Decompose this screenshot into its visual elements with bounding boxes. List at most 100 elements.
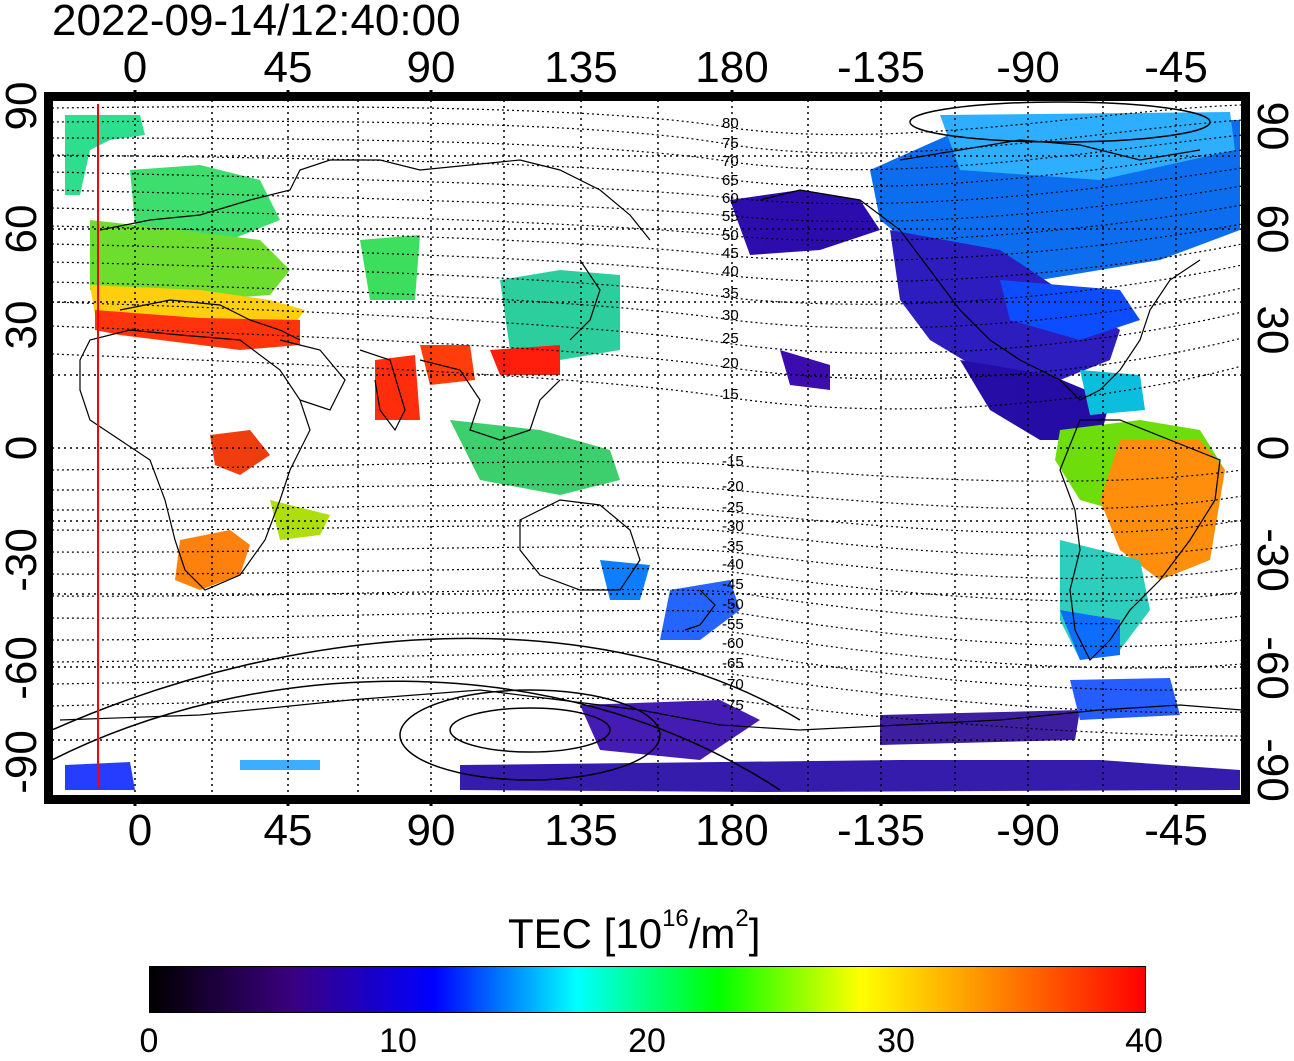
magnetic-latitude-label: 50 (722, 227, 739, 244)
tec-region-nz (660, 580, 740, 640)
tec-region-antarctic-atl (65, 762, 135, 790)
top-longitude-labels: 0 45 90 135 180 -135 -90 -45 (123, 43, 1208, 92)
colorbar-tick: 30 (877, 1022, 915, 1060)
magnetic-latitude-label: 45 (722, 245, 739, 262)
magnetic-latitude-label: -30 (722, 518, 744, 535)
colorbar-label-exp1: 16 (662, 905, 689, 932)
magnetic-latitude-label: 65 (722, 172, 739, 189)
tec-region-se-asia (450, 420, 620, 495)
magnetic-latitude-label: -35 (722, 538, 744, 555)
bottom-lon-tick: 135 (544, 806, 617, 855)
tec-region-india (375, 355, 420, 420)
magnetic-latitude-label: 30 (722, 307, 739, 324)
polar-contours (52, 101, 1211, 791)
tec-region-antarctic-south-atl (1070, 678, 1180, 720)
left-lat-tick: 60 (0, 205, 46, 254)
magnetic-latitude-label: -55 (722, 616, 744, 633)
tec-region-mexico (960, 360, 1110, 440)
magnetic-latitude-label: 60 (722, 190, 739, 207)
colorbar-label-mid: /m (688, 910, 736, 957)
colorbar-tick: 20 (628, 1022, 666, 1060)
right-lat-tick: 90 (1248, 102, 1294, 151)
top-lon-tick: 0 (123, 43, 147, 92)
right-lat-tick: -30 (1248, 528, 1294, 592)
magnetic-latitude-label: 80 (722, 115, 739, 132)
tec-data-layer (65, 112, 1240, 792)
top-lon-tick: 135 (544, 43, 617, 92)
top-lon-tick: -45 (1144, 43, 1208, 92)
tec-region-patagonia (1060, 610, 1120, 660)
tec-map: 8075706560555045403530252015-15-20-25-30… (0, 43, 1294, 855)
magnetic-latitude-label: -75 (722, 697, 744, 714)
top-lon-tick: 180 (695, 43, 768, 92)
left-lat-tick: -60 (0, 636, 46, 700)
left-lat-tick: 0 (0, 436, 46, 460)
tec-region-us-east (1000, 280, 1140, 340)
tec-region-antarctic-west (880, 710, 1080, 745)
right-latitude-labels: 90 60 30 0 -30 -60 -90 (1248, 102, 1294, 802)
magnetic-latitude-label: -45 (722, 576, 744, 593)
tec-region-russia (360, 235, 420, 300)
magnetic-latitude-label: 35 (722, 285, 739, 302)
bottom-lon-tick: -90 (996, 806, 1060, 855)
tec-region-japan (500, 270, 620, 360)
magnetic-latitude-labels: 8075706560555045403530252015-15-20-25-30… (722, 115, 744, 714)
tec-region-usa (890, 230, 1120, 380)
tec-region-scandinavia (130, 165, 280, 240)
magnetic-latitude-contours (52, 104, 1242, 737)
tec-region-africa-east (270, 500, 330, 540)
timestamp-title: 2022-09-14/12:40:00 (52, 0, 461, 45)
magnetic-latitude-label: -20 (722, 478, 744, 495)
tec-region-europe (90, 220, 290, 300)
left-lat-tick: -90 (0, 730, 46, 794)
coastlines (59, 139, 1242, 731)
left-latitude-labels: 90 60 30 0 -30 -60 -90 (0, 82, 46, 794)
left-lat-tick: 90 (0, 82, 46, 131)
bottom-lon-tick: -135 (837, 806, 925, 855)
tec-region-africa-south (175, 530, 250, 590)
bottom-lon-tick: -45 (1144, 806, 1208, 855)
top-lon-tick: -90 (996, 43, 1060, 92)
magnetic-latitude-label: 70 (722, 153, 739, 170)
magnetic-latitude-label: -50 (722, 596, 744, 613)
tec-region-caribbean (1080, 370, 1145, 415)
magnetic-latitude-label: -65 (722, 655, 744, 672)
tec-region-antarctic-pacific (580, 700, 760, 760)
colorbar-tick: 10 (379, 1022, 417, 1060)
magnetic-latitude-label: 20 (722, 355, 739, 372)
magnetic-latitude-label: -60 (722, 635, 744, 652)
tec-region-antarctic (460, 760, 1240, 792)
bottom-lon-tick: 0 (128, 806, 152, 855)
right-lat-tick: 30 (1248, 306, 1294, 355)
magnetic-latitude-label: -25 (722, 499, 744, 516)
colorbar-tick: 0 (139, 1022, 159, 1060)
bottom-lon-tick: 45 (264, 806, 313, 855)
graticule (52, 100, 1242, 796)
left-lat-tick: -30 (0, 528, 46, 592)
tec-region-europe-north (65, 115, 145, 195)
bottom-longitude-labels: 0 45 90 135 180 -135 -90 -45 (128, 806, 1208, 855)
tec-region-hawaii (780, 350, 830, 390)
magnetic-latitude-label: 55 (722, 208, 739, 225)
colorbar-gradient (149, 966, 1146, 1013)
left-lat-tick: 30 (0, 301, 46, 350)
right-lat-tick: 0 (1248, 436, 1294, 460)
top-lon-tick: -135 (837, 43, 925, 92)
tec-region-brazil (1100, 440, 1225, 580)
tec-region-africa-central (210, 430, 270, 475)
magnetic-latitude-label: -40 (722, 556, 744, 573)
bottom-lon-tick: 180 (695, 806, 768, 855)
tec-region-antarctic-indian (240, 760, 320, 770)
tec-region-greenland-canada (940, 112, 1235, 180)
bottom-lon-tick: 90 (407, 806, 456, 855)
colorbar-tick: 40 (1125, 1022, 1163, 1060)
top-lon-tick: 45 (264, 43, 313, 92)
magnetic-latitude-label: -70 (722, 676, 744, 693)
right-lat-tick: -60 (1248, 636, 1294, 700)
colorbar-label-exp2: 2 (735, 905, 749, 932)
right-lat-tick: -90 (1248, 738, 1294, 802)
tec-region-taiwan (490, 345, 560, 375)
magnetic-latitude-label: 25 (722, 330, 739, 347)
colorbar-label-main: TEC [10 (508, 910, 663, 957)
top-lon-tick: 90 (407, 43, 456, 92)
